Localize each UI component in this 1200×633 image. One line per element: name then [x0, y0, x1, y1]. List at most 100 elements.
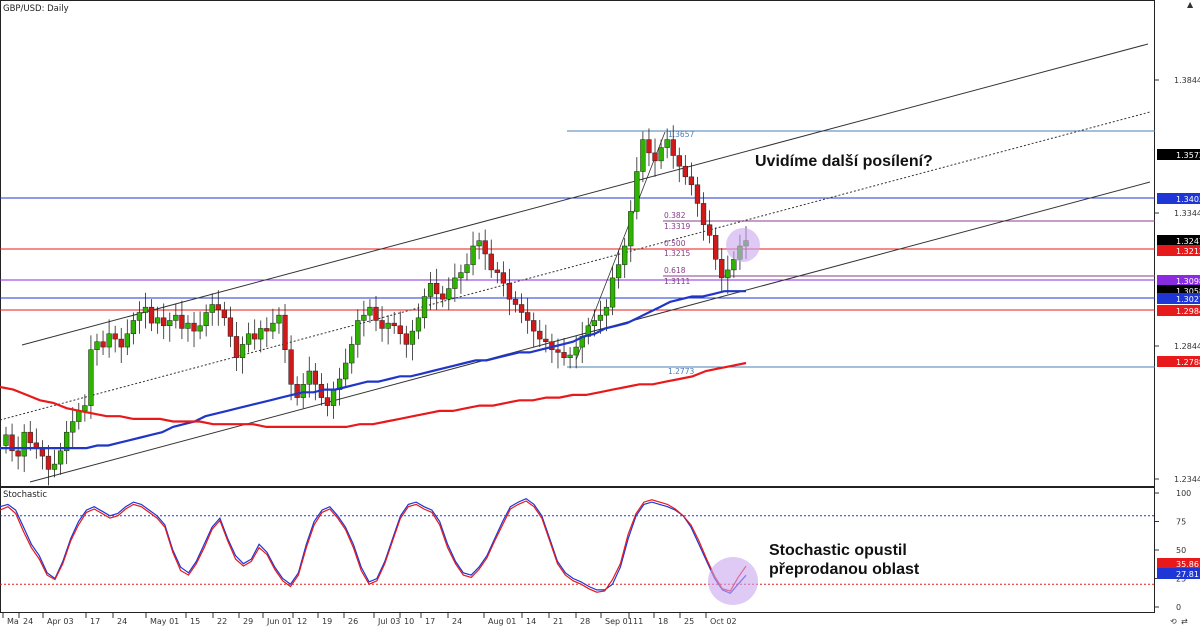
candle-up: [609, 277, 616, 308]
x-tick-label: Jul 03: [377, 617, 400, 626]
candle-up: [367, 306, 373, 316]
candle-down: [39, 447, 46, 457]
candle-up: [421, 296, 428, 319]
annotation-stochastic-line1: Stochastic opustil: [769, 542, 907, 559]
candle-up: [452, 277, 458, 289]
candle-down: [512, 298, 519, 305]
x-tick-label: 19: [322, 617, 332, 626]
x-tick-label: Oct 02: [710, 617, 737, 626]
candle-down: [440, 293, 446, 300]
candle-down: [179, 314, 185, 329]
price-box: [1157, 149, 1200, 160]
candle-down: [252, 333, 258, 340]
candle-down: [434, 282, 440, 295]
candle-down: [652, 152, 658, 162]
candle-down: [118, 338, 124, 348]
price-box: [1157, 245, 1200, 256]
candle-down: [148, 306, 155, 324]
candle-up: [658, 147, 664, 162]
candle-up: [203, 312, 209, 327]
candle-down: [713, 235, 719, 260]
stochastic-box-label: 27.81: [1176, 570, 1199, 579]
candle-up: [173, 314, 179, 321]
candle-up: [136, 312, 143, 321]
price-box-label: 1.3027: [1176, 295, 1200, 304]
candle-down: [373, 306, 379, 321]
candle-down: [494, 269, 500, 273]
candle-down: [700, 203, 707, 225]
candle-down: [161, 317, 167, 327]
candle-down: [506, 282, 513, 300]
stochastic-box: [1157, 568, 1200, 579]
candle-down: [694, 184, 701, 204]
annotation-stochastic-line2: přeprodanou oblast: [769, 561, 920, 578]
candle-up: [70, 421, 76, 433]
candle-up: [209, 304, 215, 313]
highlight-circle-stochastic: [708, 557, 758, 605]
candle-down: [676, 155, 682, 167]
x-tick-label: 15: [190, 617, 200, 626]
candle-up: [464, 264, 470, 273]
candle-up: [409, 330, 416, 345]
x-tick-label: 22: [217, 617, 227, 626]
stochastic-box: [1157, 558, 1200, 569]
candle-down: [215, 304, 221, 311]
fib-label: 0.500: [664, 239, 686, 248]
chart-title: GBP/USD: Daily: [3, 4, 69, 14]
candle-up: [349, 344, 355, 364]
candle-down: [233, 336, 240, 358]
candle-down: [391, 322, 397, 327]
candle-down: [488, 253, 494, 271]
candle-up: [94, 341, 100, 350]
candle-down: [27, 431, 33, 444]
candle-down: [706, 224, 713, 236]
fib-label: 1.3319: [664, 222, 690, 231]
x-tick-label: Apr 03: [47, 617, 74, 626]
stochastic-y-tick-label: 0: [1176, 603, 1181, 612]
candle-down: [221, 309, 228, 319]
candle-down: [45, 455, 52, 470]
candle-down: [9, 434, 15, 452]
candle-down: [379, 320, 385, 329]
stochastic-k-line: [0, 498, 747, 595]
x-tick-label: 12: [297, 617, 307, 626]
x-tick-label: 21: [553, 617, 563, 626]
candle-up: [130, 320, 137, 335]
x-tick-label: 24: [452, 617, 462, 626]
candle-up: [64, 431, 70, 452]
candle-up: [300, 384, 306, 398]
x-tick-label: 24: [117, 617, 127, 626]
sma-fast-line: [0, 290, 746, 450]
candle-down: [482, 240, 488, 255]
fib-swing-line: [575, 131, 666, 361]
candle-up: [622, 245, 628, 265]
candle-down: [397, 325, 403, 335]
price-box: [1157, 285, 1200, 296]
candle-down: [288, 349, 294, 385]
candle-up: [185, 322, 191, 329]
price-box-label: 1.3058: [1176, 287, 1200, 296]
candle-down: [719, 259, 725, 279]
candle-up: [591, 320, 598, 327]
candle-up: [664, 139, 670, 148]
candle-up: [76, 410, 82, 422]
candle-down: [537, 330, 543, 340]
candle-up: [57, 450, 64, 465]
candle-down: [688, 176, 695, 186]
annotation-price: Uvidíme další posílení?: [755, 153, 933, 170]
stochastic-y-tick-label: 50: [1176, 546, 1186, 555]
candle-up: [628, 211, 634, 247]
candle-up: [82, 405, 88, 412]
x-tick-label: 17: [425, 617, 435, 626]
price-box-label: 1.2788: [1176, 358, 1200, 367]
fib-label: 1.3111: [664, 277, 690, 286]
candle-up: [731, 259, 737, 271]
candle-up: [567, 354, 573, 358]
stochastic-y-tick-label: 75: [1176, 518, 1186, 527]
candle-up: [725, 269, 731, 279]
x-tick-label: May 01: [150, 617, 179, 626]
candle-up: [142, 306, 149, 313]
channel-upper-line: [21, 43, 1149, 346]
